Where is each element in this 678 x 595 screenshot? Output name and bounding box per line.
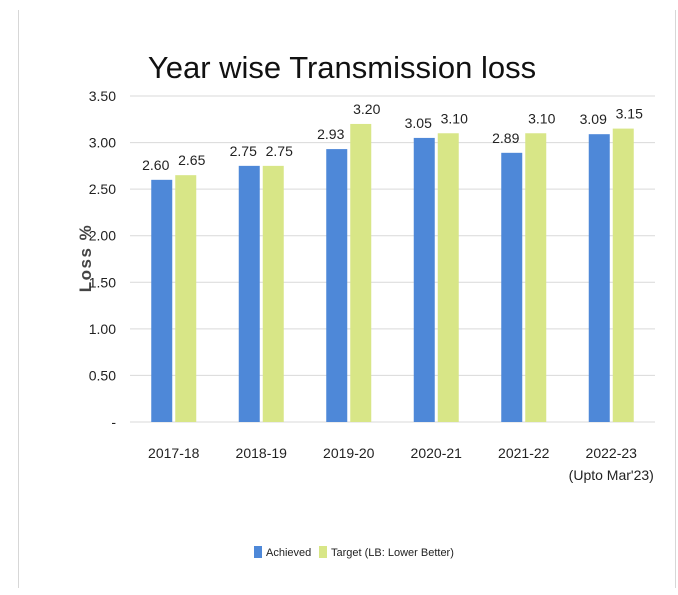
bar-achieved [588, 134, 610, 422]
data-label-target: 3.20 [353, 101, 380, 117]
y-tick-label: 2.50 [89, 181, 116, 197]
bar-target [262, 165, 284, 422]
y-tick-label: 0.50 [89, 367, 116, 383]
bar-target [175, 175, 197, 422]
y-tick-label: 2.00 [89, 228, 116, 244]
data-label-target: 2.65 [178, 152, 205, 168]
legend-label-target: Target (LB: Lower Better) [331, 547, 454, 559]
legend-label-achieved: Achieved [266, 547, 311, 559]
x-tick-label: 2018-19 [236, 445, 288, 461]
data-label-target: 3.10 [528, 110, 555, 126]
x-tick-label: 2017-18 [148, 445, 200, 461]
x-tick-label: (Upto Mar'23) [569, 467, 654, 483]
data-label-achieved: 2.89 [492, 130, 519, 146]
data-label-target: 2.75 [266, 143, 293, 159]
data-label-achieved: 3.09 [580, 111, 607, 127]
data-label-achieved: 3.05 [405, 115, 432, 131]
x-tick-label: 2020-21 [411, 445, 463, 461]
y-axis-label: Loss % [76, 224, 95, 293]
y-tick-label: - [111, 414, 116, 430]
data-label-target: 3.10 [441, 110, 468, 126]
legend-swatch-target [319, 546, 327, 558]
data-label-target: 3.15 [616, 106, 643, 122]
bar-target [437, 133, 459, 422]
x-tick-label: 2021-22 [498, 445, 550, 461]
y-tick-label: 3.50 [89, 88, 116, 104]
y-tick-label: 1.50 [89, 274, 116, 290]
bar-achieved [238, 165, 260, 422]
bar-achieved [326, 149, 348, 422]
bar-target [525, 133, 547, 422]
y-tick-label: 3.00 [89, 135, 116, 151]
bar-target [612, 128, 634, 422]
legend-swatch-achieved [254, 546, 262, 558]
bar-achieved [413, 137, 435, 422]
bar-target [350, 123, 372, 422]
chart-title: Year wise Transmission loss [148, 50, 536, 85]
y-tick-label: 1.00 [89, 321, 116, 337]
data-label-achieved: 2.93 [317, 126, 344, 142]
bar-achieved [151, 179, 173, 422]
x-tick-label: 2022-23 [586, 445, 638, 461]
data-label-achieved: 2.60 [142, 157, 169, 173]
bar-achieved [501, 152, 523, 422]
x-tick-label: 2019-20 [323, 445, 375, 461]
data-label-achieved: 2.75 [230, 143, 257, 159]
